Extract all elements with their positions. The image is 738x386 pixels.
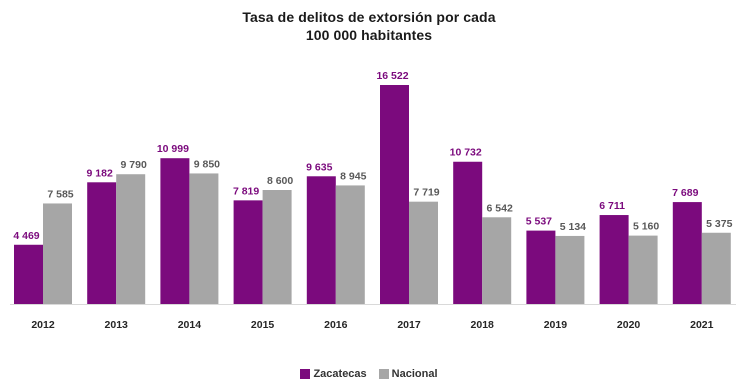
- legend-item-nacional: Nacional: [378, 368, 438, 380]
- x-tick-label-2021: 2021: [690, 319, 714, 331]
- bar-nacional-2014: [189, 173, 219, 304]
- legend: Zacatecas Nacional: [0, 368, 738, 380]
- bar-zacatecas-2012: [14, 244, 43, 304]
- x-tick-label-2012: 2012: [31, 319, 55, 331]
- bar-zacatecas-2018: [453, 161, 483, 304]
- data-label-nacional-2017: 7 719: [413, 187, 439, 199]
- data-label-nacional-2021: 5 375: [706, 218, 732, 230]
- bar-zacatecas-2021: [672, 202, 702, 304]
- x-tick-label-2013: 2013: [105, 319, 129, 331]
- legend-swatch-nacional: [378, 369, 389, 379]
- data-label-zacatecas-2012: 4 469: [13, 230, 39, 242]
- bar-nacional-2017: [409, 201, 438, 304]
- chart-title-line-1: Tasa de delitos de extorsión por cada: [242, 9, 496, 25]
- bar-nacional-2016: [335, 185, 365, 304]
- bar-zacatecas-2017: [380, 85, 409, 304]
- data-label-zacatecas-2020: 6 711: [599, 200, 625, 212]
- bar-nacional-2012: [43, 203, 72, 304]
- data-label-nacional-2013: 9 790: [121, 159, 147, 171]
- bar-nacional-2015: [262, 190, 292, 304]
- data-label-zacatecas-2021: 7 689: [672, 187, 698, 199]
- data-label-zacatecas-2015: 7 819: [233, 185, 259, 197]
- x-tick-label-2016: 2016: [324, 319, 348, 331]
- data-label-zacatecas-2017: 16 522: [376, 70, 408, 82]
- data-label-zacatecas-2013: 9 182: [87, 167, 113, 179]
- legend-item-zacatecas: Zacatecas: [300, 368, 367, 380]
- bar-zacatecas-2016: [306, 176, 336, 304]
- bar-zacatecas-2014: [160, 158, 190, 304]
- bar-zacatecas-2020: [599, 215, 629, 304]
- x-tick-label-2015: 2015: [251, 319, 275, 331]
- x-tick-label-2017: 2017: [397, 319, 421, 331]
- data-label-nacional-2018: 6 542: [487, 202, 513, 214]
- data-label-nacional-2015: 8 600: [267, 175, 293, 187]
- x-tick-label-2014: 2014: [178, 319, 202, 331]
- data-label-nacional-2014: 9 850: [194, 158, 220, 170]
- bar-nacional-2013: [116, 174, 146, 304]
- x-tick-label-2018: 2018: [471, 319, 495, 331]
- legend-label-zacatecas: Zacatecas: [313, 368, 367, 380]
- legend-swatch-zacatecas: [300, 369, 311, 379]
- bar-nacional-2019: [555, 235, 585, 304]
- bar-zacatecas-2015: [233, 200, 263, 304]
- data-label-zacatecas-2014: 10 999: [157, 143, 189, 155]
- data-label-nacional-2012: 7 585: [47, 188, 73, 200]
- bar-nacional-2018: [482, 217, 512, 304]
- data-label-zacatecas-2018: 10 732: [450, 147, 482, 159]
- data-label-nacional-2016: 8 945: [340, 170, 366, 182]
- data-label-zacatecas-2019: 5 537: [526, 216, 552, 228]
- legend-label-nacional: Nacional: [391, 368, 438, 380]
- chart-title-line-2: 100 000 habitantes: [305, 27, 433, 43]
- x-tick-label-2019: 2019: [544, 319, 568, 331]
- bar-zacatecas-2019: [526, 230, 556, 304]
- bar-nacional-2021: [701, 232, 731, 304]
- bar-nacional-2020: [628, 235, 658, 304]
- data-label-zacatecas-2016: 9 635: [306, 161, 332, 173]
- data-label-nacional-2019: 5 134: [560, 221, 586, 233]
- x-tick-label-2020: 2020: [617, 319, 641, 331]
- bar-zacatecas-2013: [87, 182, 117, 304]
- data-label-nacional-2020: 5 160: [633, 221, 659, 233]
